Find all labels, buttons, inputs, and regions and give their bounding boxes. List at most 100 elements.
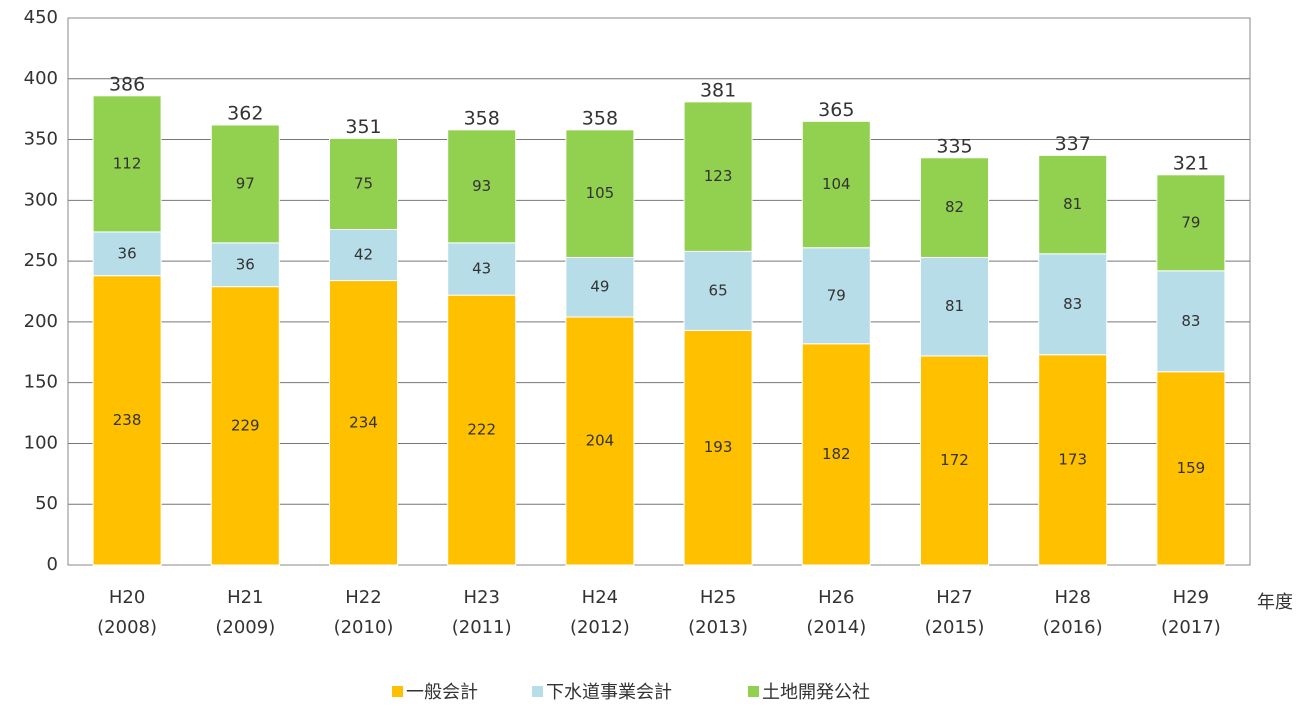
bar-segment (447, 294, 517, 566)
bar-segment (329, 280, 398, 566)
bar-segment (801, 120, 871, 249)
bar-segment (920, 157, 989, 258)
y-tick-label: 50 (35, 493, 58, 514)
bar-segment (447, 242, 517, 296)
segment-label: 172 (940, 451, 969, 469)
segment-label: 81 (1063, 195, 1082, 213)
bar-segment (92, 95, 162, 233)
segment-label: 49 (590, 278, 609, 296)
y-tick-label: 100 (24, 432, 58, 453)
bar-segment (1038, 354, 1108, 566)
legend-item: 下水道事業会計 (532, 678, 672, 704)
y-tick-label: 200 (24, 311, 58, 332)
y-tick-label: 450 (24, 7, 58, 28)
bar-segment (565, 256, 635, 318)
segment-label: 36 (118, 244, 137, 262)
bar-segment (329, 229, 398, 282)
x-tick-label: H28 (2016) (1042, 587, 1103, 638)
bar-segment (920, 256, 989, 357)
x-tick-label: H26 (2014) (806, 587, 867, 638)
segment-label: 43 (472, 260, 491, 278)
y-tick-label: 150 (24, 372, 58, 393)
segment-label: 222 (467, 421, 496, 439)
segment-label: 112 (113, 154, 142, 172)
bar-segment (329, 137, 398, 231)
bar-segment (447, 129, 517, 244)
bar-segment (1156, 270, 1226, 373)
y-tick-label: 250 (24, 250, 58, 271)
bar-segment (1156, 174, 1226, 272)
legend-label: 一般会計 (406, 682, 478, 703)
total-label: 386 (109, 73, 145, 95)
segment-label: 159 (1177, 459, 1206, 477)
segment-label: 42 (354, 246, 373, 264)
legend-swatch (392, 685, 403, 697)
segment-label: 36 (236, 255, 255, 273)
x-tick-label: H22 (2010) (333, 587, 394, 638)
bar-segment (920, 355, 989, 566)
legend-swatch (748, 685, 759, 697)
x-tick-label: H24 (2012) (569, 587, 630, 638)
segment-label: 104 (822, 175, 851, 193)
x-tick-label: H20 (2008) (97, 587, 158, 638)
segment-label: 238 (113, 411, 142, 429)
bar-segment (92, 275, 162, 566)
bar-segment (683, 329, 753, 566)
legend-item: 一般会計 (392, 678, 478, 704)
bar-segment (683, 250, 753, 331)
y-tick-label: 400 (24, 68, 58, 89)
bar-segment (801, 343, 871, 566)
segment-label: 234 (349, 413, 378, 431)
total-label: 321 (1173, 152, 1209, 174)
segment-label: 83 (1181, 312, 1200, 330)
bar-segment (210, 286, 280, 566)
legend-swatch (532, 685, 543, 697)
plot-border (67, 17, 1251, 566)
segment-label: 82 (945, 198, 964, 216)
total-label: 362 (227, 102, 263, 124)
segment-label: 83 (1063, 295, 1082, 313)
bar-segment (565, 316, 635, 566)
segment-label: 75 (354, 174, 373, 192)
x-tick-label: H27 (2015) (924, 587, 985, 638)
bar-segment (92, 231, 162, 277)
total-label: 381 (700, 79, 736, 101)
y-tick-label: 350 (24, 129, 58, 150)
segment-label: 123 (704, 167, 733, 185)
bar-segment (1038, 253, 1108, 356)
segment-label: 204 (586, 432, 615, 450)
y-tick-label: 300 (24, 189, 58, 210)
x-tick-label: H29 (2017) (1160, 587, 1221, 638)
total-label: 358 (582, 107, 618, 129)
segment-label: 193 (704, 438, 733, 456)
segment-label: 81 (945, 297, 964, 315)
segment-label: 229 (231, 416, 260, 434)
legend-label: 下水道事業会計 (546, 682, 672, 703)
segment-label: 79 (827, 286, 846, 304)
total-label: 358 (464, 107, 500, 129)
segment-label: 182 (822, 445, 851, 463)
bar-segment (683, 101, 753, 252)
bar-segment (1156, 371, 1226, 566)
x-axis-label: 年度 (1257, 592, 1293, 613)
total-label: 365 (818, 99, 854, 121)
segment-label: 105 (586, 184, 615, 202)
segment-label: 97 (236, 174, 255, 192)
x-tick-label: H23 (2011) (451, 587, 512, 638)
y-tick-label: 0 (47, 554, 58, 575)
legend-label: 土地開発公社 (762, 682, 870, 703)
x-tick-label: H21 (2009) (215, 587, 276, 638)
x-tick-label: H25 (2013) (688, 587, 749, 638)
bar-segment (1038, 154, 1108, 255)
bar-segment (565, 129, 635, 258)
total-label: 351 (345, 116, 381, 138)
segment-label: 79 (1181, 213, 1200, 231)
segment-label: 93 (472, 177, 491, 195)
segment-label: 173 (1058, 450, 1087, 468)
total-label: 337 (1055, 133, 1091, 155)
legend-item: 土地開発公社 (748, 678, 870, 704)
total-label: 335 (936, 135, 972, 157)
bar-segment (801, 247, 871, 345)
